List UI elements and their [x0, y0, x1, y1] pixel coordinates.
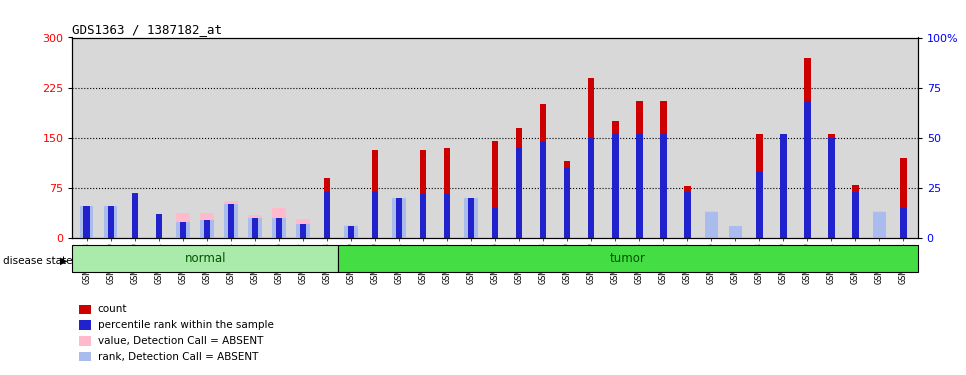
Bar	[516, 148, 523, 238]
Bar	[200, 220, 213, 238]
Bar	[804, 102, 810, 238]
Bar	[80, 208, 94, 238]
Bar	[852, 184, 859, 238]
Text: disease state: disease state	[3, 256, 72, 266]
Bar	[80, 206, 94, 238]
Bar	[636, 101, 642, 238]
Bar	[177, 222, 189, 238]
Bar	[131, 193, 138, 238]
Bar	[224, 204, 238, 238]
Bar	[684, 186, 691, 238]
Bar	[684, 192, 691, 238]
Bar	[392, 201, 406, 238]
Bar	[272, 208, 286, 238]
Bar	[660, 101, 667, 238]
Bar	[636, 134, 642, 238]
Bar	[828, 138, 835, 238]
Bar	[540, 142, 547, 238]
Bar	[564, 161, 571, 238]
Bar	[338, 245, 918, 272]
Bar	[755, 172, 762, 238]
Bar	[704, 211, 718, 238]
Bar	[872, 212, 886, 238]
Bar	[900, 158, 907, 238]
Bar	[324, 192, 330, 238]
Bar	[465, 198, 477, 238]
Bar	[780, 165, 786, 238]
Bar	[204, 220, 211, 238]
Text: normal: normal	[185, 252, 226, 265]
Text: count: count	[98, 304, 128, 314]
Bar	[224, 201, 238, 238]
Bar	[704, 212, 718, 238]
Bar	[72, 245, 338, 272]
Bar	[468, 198, 474, 238]
Bar	[443, 194, 450, 238]
Bar	[107, 206, 114, 238]
Bar	[372, 192, 379, 238]
Bar	[804, 58, 810, 238]
Bar	[228, 204, 235, 238]
Bar	[660, 134, 667, 238]
Bar	[755, 135, 762, 238]
Bar	[564, 168, 571, 238]
Bar	[275, 218, 282, 238]
Bar	[852, 192, 859, 238]
Text: value, Detection Call = ABSENT: value, Detection Call = ABSENT	[98, 336, 263, 346]
Bar	[419, 150, 426, 238]
Bar	[780, 134, 786, 238]
Bar	[392, 198, 406, 238]
Text: ▶: ▶	[60, 256, 68, 266]
Bar	[297, 219, 309, 238]
Bar	[345, 225, 357, 238]
Text: tumor: tumor	[610, 252, 646, 265]
Bar	[248, 218, 262, 238]
Bar	[324, 178, 330, 238]
Bar	[465, 201, 477, 238]
Bar	[611, 134, 618, 238]
Text: GDS1363 / 1387182_at: GDS1363 / 1387182_at	[72, 23, 222, 36]
Bar	[587, 78, 594, 238]
Bar	[345, 226, 357, 238]
Bar	[419, 194, 426, 238]
Bar	[299, 224, 306, 238]
Bar	[251, 218, 258, 238]
Bar	[516, 128, 523, 238]
Bar	[540, 104, 547, 238]
Bar	[156, 215, 162, 238]
Bar	[272, 218, 286, 238]
Bar	[728, 226, 742, 238]
Bar	[828, 135, 835, 238]
Bar	[200, 213, 213, 238]
Bar	[156, 214, 162, 238]
Bar	[372, 150, 379, 238]
Bar	[611, 121, 618, 238]
Bar	[396, 198, 403, 238]
Bar	[348, 226, 355, 238]
Bar	[587, 138, 594, 238]
Bar	[900, 208, 907, 238]
Bar	[492, 141, 498, 238]
Bar	[131, 194, 138, 238]
Bar	[83, 206, 90, 238]
Text: percentile rank within the sample: percentile rank within the sample	[98, 320, 273, 330]
Bar	[180, 222, 186, 238]
Bar	[297, 224, 309, 238]
Bar	[728, 226, 742, 238]
Bar	[104, 206, 118, 238]
Bar	[177, 213, 189, 238]
Bar	[104, 208, 118, 238]
Text: rank, Detection Call = ABSENT: rank, Detection Call = ABSENT	[98, 352, 258, 362]
Bar	[492, 208, 498, 238]
Bar	[443, 148, 450, 238]
Bar	[872, 211, 886, 238]
Bar	[248, 215, 262, 238]
